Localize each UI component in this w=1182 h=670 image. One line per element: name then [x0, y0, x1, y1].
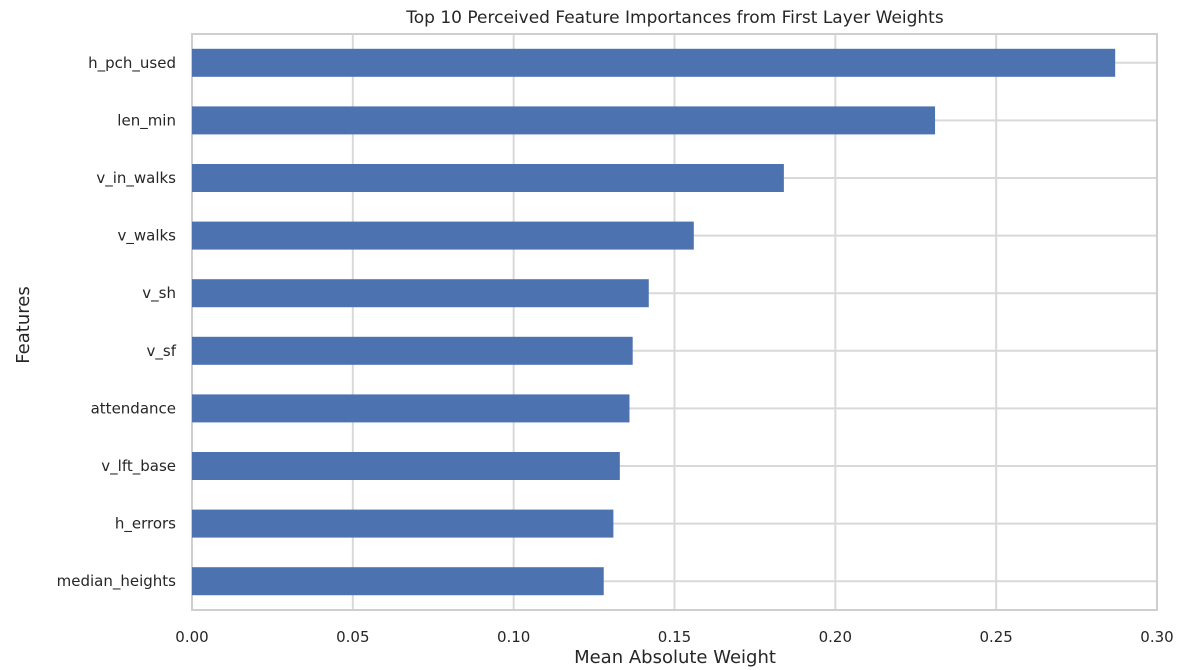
y-tick-label: h_errors: [115, 515, 176, 534]
x-tick-label: 0.10: [497, 628, 530, 646]
bar-h-errors: [192, 509, 614, 538]
x-tick-label: 0.05: [336, 628, 369, 646]
x-tick-label: 0.15: [658, 628, 691, 646]
bar-len-min: [192, 106, 936, 135]
x-tick-label: 0.00: [175, 628, 208, 646]
y-tick-label: median_heights: [57, 572, 177, 591]
y-tick-layer: h_pch_used len_min v_in_walks v_walks v_sh v_…: [57, 54, 177, 591]
y-tick-label: v_lft_base: [101, 457, 176, 476]
x-tick-label: 0.30: [1140, 628, 1173, 646]
bar-v-in-walks: [192, 164, 784, 192]
x-axis-label: Mean Absolute Weight: [574, 647, 776, 668]
y-tick-label: len_min: [117, 111, 176, 130]
y-tick-label: v_walks: [117, 227, 176, 246]
y-tick-label: v_sf: [147, 342, 177, 361]
bars-layer: [192, 48, 1116, 596]
chart-title: Top 10 Perceived Feature Importances fro…: [405, 8, 944, 28]
y-axis-label: Features: [13, 286, 34, 363]
bar-attendance: [192, 394, 630, 423]
y-tick-label: v_in_walks: [96, 169, 176, 188]
x-tick-layer: 0.00 0.05 0.10 0.15 0.20 0.25 0.30: [175, 628, 1173, 646]
y-tick-label: attendance: [91, 399, 176, 417]
x-tick-label: 0.25: [979, 628, 1012, 646]
bar-v-walks: [192, 221, 694, 250]
plot-frame: [191, 33, 1158, 611]
y-tick-label: h_pch_used: [88, 54, 176, 73]
bar-v-lft-base: [192, 452, 620, 480]
y-tick-label: v_sh: [142, 284, 176, 303]
bar-v-sh: [192, 279, 649, 308]
x-tick-label: 0.20: [819, 628, 852, 646]
bar-h-pch-used: [192, 48, 1116, 77]
bar-v-sf: [192, 336, 633, 365]
bar-median-heights: [192, 567, 604, 596]
